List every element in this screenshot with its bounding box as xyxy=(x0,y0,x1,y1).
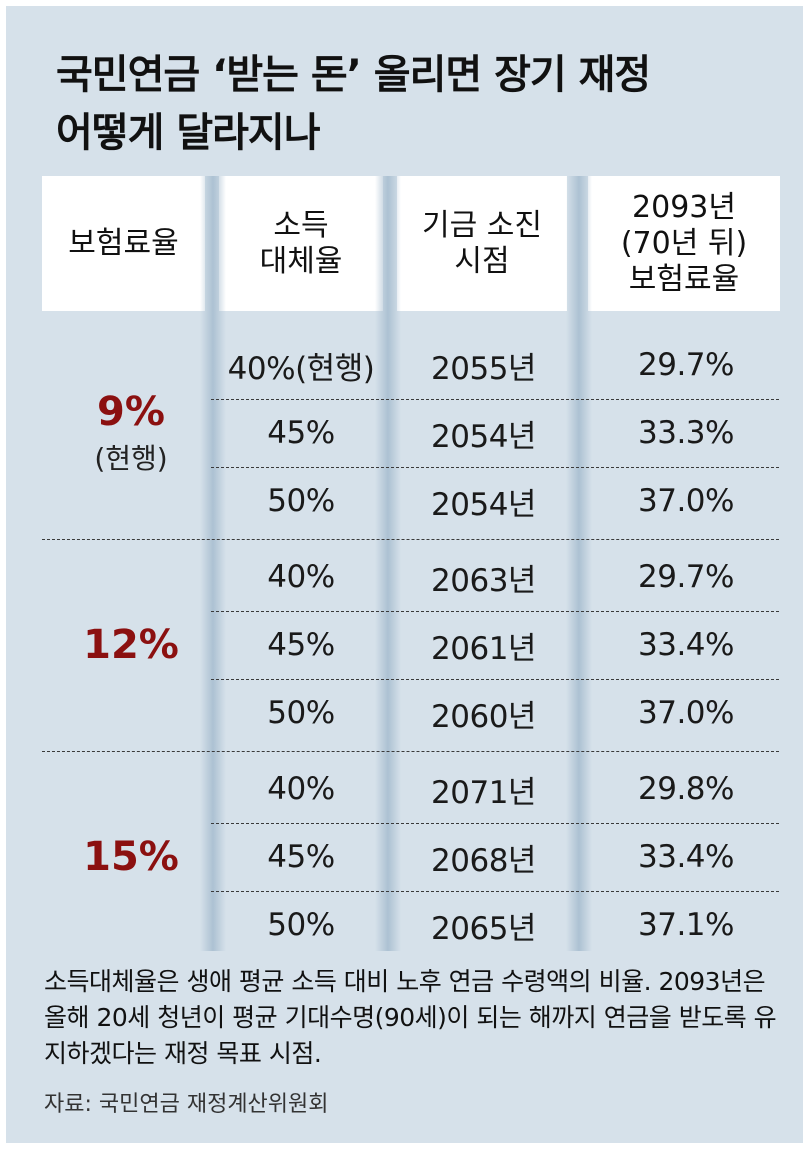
table-cell-rate-2093: 29.8% xyxy=(638,771,734,807)
table-cell-rate-2093: 33.3% xyxy=(638,415,734,451)
title-line-2: 어떻게 달라지나 xyxy=(56,110,321,156)
insurance-rate-value: 15% xyxy=(83,834,179,880)
chart-title: 국민연금 ‘받는 돈’ 올리면 장기 재정 어떻게 달라지나 xyxy=(56,46,796,162)
table-cell-replacement: 40% xyxy=(267,771,335,807)
insurance-rate-value: 9% xyxy=(97,389,165,435)
header-box-rate xyxy=(42,176,205,311)
insurance-rate-label: 15% xyxy=(46,755,216,959)
table-cell-depletion: 2054년 xyxy=(431,418,536,455)
column-separator xyxy=(200,176,226,951)
table-cell-replacement: 45% xyxy=(267,415,335,451)
column-header-replacement: 소득 대체율 xyxy=(219,176,383,311)
column-header-text: 소득 대체율 xyxy=(259,207,343,279)
table-cell-replacement: 40% xyxy=(267,559,335,595)
table-cell-replacement: 45% xyxy=(267,839,335,875)
row-divider xyxy=(211,467,779,468)
column-header-text: 2093년 (70년 뒤) 보험료율 xyxy=(620,189,748,297)
row-divider xyxy=(211,891,779,892)
row-divider xyxy=(211,399,779,400)
footnote: 소득대체율은 생애 평균 소득 대비 노후 연금 수령액의 비율. 2093년은… xyxy=(44,967,777,1068)
source-credit: 자료: 국민연금 재정계산위원회 xyxy=(44,1092,329,1117)
table-cell-depletion: 2071년 xyxy=(431,774,536,811)
table-cell-rate-2093: 37.0% xyxy=(638,695,734,731)
group-divider xyxy=(42,751,779,752)
column-header-text: 기금 소진 시점 xyxy=(422,207,542,279)
insurance-rate-value: 12% xyxy=(83,622,179,668)
row-divider xyxy=(211,611,779,612)
table-cell-rate-2093: 37.1% xyxy=(638,907,734,943)
table-cell-depletion: 2061년 xyxy=(431,630,536,667)
column-separator xyxy=(566,176,592,951)
header-box-depletion xyxy=(397,176,567,311)
table-cell-replacement: 40%(현행) xyxy=(227,350,375,387)
title-line-1: 국민연금 ‘받는 돈’ 올리면 장기 재정 xyxy=(56,52,651,98)
table-cell-depletion: 2063년 xyxy=(431,562,536,599)
table-cell-rate-2093: 37.0% xyxy=(638,483,734,519)
column-header-rate: 보험료율 xyxy=(42,176,205,311)
table-cell-replacement: 45% xyxy=(267,627,335,663)
table-cell-rate-2093: 33.4% xyxy=(638,839,734,875)
insurance-rate-label: 12% xyxy=(46,543,216,747)
table-cell-depletion: 2068년 xyxy=(431,842,536,879)
infographic-card: 국민연금 ‘받는 돈’ 올리면 장기 재정 어떻게 달라지나 보험료율 소득 대… xyxy=(6,6,803,1143)
table-cell-rate-2093: 29.7% xyxy=(638,347,734,383)
column-header-depletion: 기금 소진 시점 xyxy=(397,176,567,311)
table-cell-replacement: 50% xyxy=(267,483,335,519)
table-cell-rate-2093: 33.4% xyxy=(638,627,734,663)
group-divider xyxy=(42,539,779,540)
insurance-rate-label: 9% (현행) xyxy=(46,331,216,535)
table-cell-replacement: 50% xyxy=(267,695,335,731)
row-divider xyxy=(211,823,779,824)
table-cell-depletion: 2060년 xyxy=(431,698,536,735)
header-box-2093 xyxy=(588,176,780,311)
table-cell-rate-2093: 29.7% xyxy=(638,559,734,595)
table-cell-depletion: 2055년 xyxy=(431,350,536,387)
column-separator xyxy=(375,176,401,951)
header-box-replacement xyxy=(219,176,383,311)
table-cell-depletion: 2054년 xyxy=(431,486,536,523)
table-cell-depletion: 2065년 xyxy=(431,910,536,947)
row-divider xyxy=(211,679,779,680)
table-cell-replacement: 50% xyxy=(267,907,335,943)
column-header-2093: 2093년 (70년 뒤) 보험료율 xyxy=(588,176,780,311)
column-header-text: 보험료율 xyxy=(68,225,179,261)
insurance-rate-note: (현행) xyxy=(94,442,168,475)
